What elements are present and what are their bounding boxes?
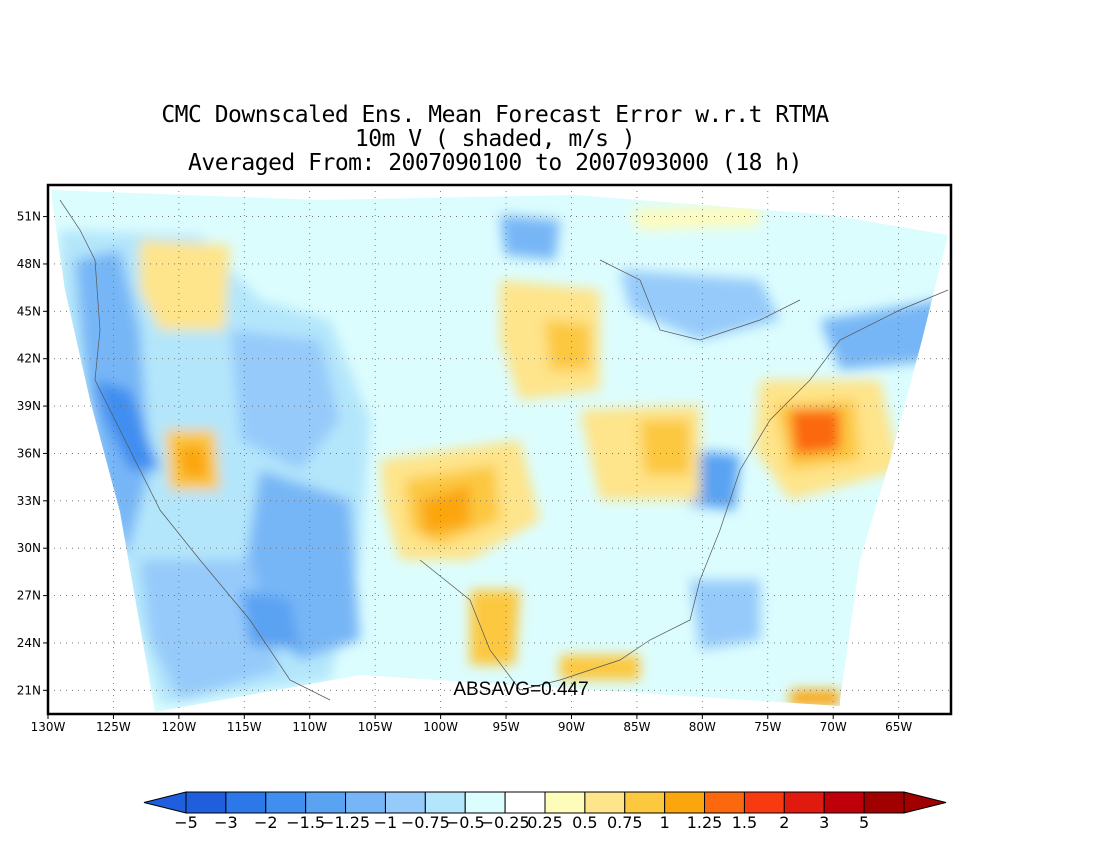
caribbean-positive [790,690,840,706]
colorbar-cell [464,791,506,814]
lat-tick-label: 33N [17,494,41,508]
colorbar-label: −1 [374,813,398,832]
lon-tick-label: 70W [820,720,847,734]
lat-tick-label: 42N [17,352,41,366]
hudson-positive [630,205,760,230]
colorbar-cell [185,791,227,814]
lon-tick-label: 100W [423,720,458,734]
lat-tick-label: 51N [17,210,41,224]
colorbar-label: 0.25 [527,813,563,832]
lat-tick-label: 45N [17,304,41,318]
chart-subtitle-variable: 10m V ( shaded, m/s ) [354,126,636,152]
colorbar-label: 2 [779,813,789,832]
lat-tick-label: 21N [17,683,41,697]
lat-tick-label: 30N [17,541,41,555]
colorbar-label: −1.5 [286,813,325,832]
lon-tick-label: 75W [754,720,781,734]
great-lakes-outline [599,259,801,341]
yucatan-positive [560,655,640,680]
lat-tick-label: 27N [17,589,41,603]
colorbar-cell [783,791,825,814]
lon-tick-label: 85W [623,720,650,734]
colorbar-cell [544,791,586,814]
lon-tick-label: 110W [292,720,327,734]
lon-tick-label: 90W [558,720,585,734]
map-frame [46,183,953,716]
california-coast-negative [95,380,160,470]
colorbar-cell [345,791,386,814]
ohio-valley-positive-core [640,420,690,475]
colorbar-cell [384,791,426,814]
colorbar-label: 1 [660,813,670,832]
colorbar-cell [664,791,706,814]
colorbar-cell [704,791,745,814]
colorbar-cell [584,791,626,814]
colorbar-cell [424,791,466,814]
colorbar-label: −3 [214,813,238,832]
great-basin-negative [230,330,340,470]
colorbar-label: −0.5 [446,813,485,832]
lat-tick-label: 48N [17,257,41,271]
canada-negative [500,215,560,260]
sierra-positive-core [178,445,208,478]
great-lakes-negative [620,270,780,340]
colorbar-label: 0.75 [607,813,643,832]
colorbar: −5 −3 −2 −1.5−1.25 −1 −0.75−0.5−0.250.25 0.5 0.… [143,791,947,832]
coastlines [59,199,949,701]
lat-tick-label: 39N [17,399,41,413]
upper-midwest-positive-core [545,320,590,370]
colorbar-label: 1.5 [732,813,757,832]
colorbar-cell [225,791,267,814]
colorbar-cell [823,791,865,814]
southeast-coast-negative [690,450,740,510]
shaded-field [52,190,948,712]
colorbar-label: 0.5 [572,813,597,832]
colorbar-label: −1.25 [321,813,370,832]
atlantic-positive-core [790,410,840,455]
longitude-tick-labels: 130W 125W 120W 115W 110W 105W 100W 95W 90W 85W 80W… [31,714,912,734]
lon-tick-label: 105W [358,720,393,734]
colorbar-label: 3 [819,813,829,832]
colorbar-label: −2 [254,813,278,832]
lon-tick-label: 95W [492,720,519,734]
new-england-negative [820,300,945,370]
bahamas-negative [690,580,760,650]
gulf-positive [470,590,520,665]
colorbar-cell [305,791,347,814]
colorbar-over-arrow [903,791,947,814]
colorbar-cell [504,791,546,814]
colorbar-label: 5 [859,813,869,832]
absavg-annotation: ABSAVG=0.447 [453,679,588,700]
latitude-tick-labels: 51N 48N 45N 42N 39N 36N 33N 30N 27N 24N 21N [17,210,48,697]
southern-plains-positive-core [420,485,470,535]
colorbar-cell [624,791,666,814]
sonora-negative [240,590,300,650]
colorbar-label: −0.25 [481,813,530,832]
pacific-coastline [59,199,331,701]
colorbar-under-arrow [143,791,187,814]
northern-rockies-positive [140,240,230,330]
lon-tick-label: 130W [31,720,66,734]
chart-title: CMC Downscaled Ens. Mean Forecast Error … [161,102,829,128]
lon-tick-label: 80W [689,720,716,734]
lat-lon-grid [48,185,951,714]
colorbar-cell [265,791,307,814]
colorbar-cell [743,791,785,814]
lon-tick-label: 125W [96,720,131,734]
lon-tick-label: 120W [161,720,196,734]
colorbar-label: 1.25 [687,813,723,832]
chart-subtitle-period: Averaged From: 2007090100 to 2007093000 … [188,150,802,176]
lat-tick-label: 36N [17,446,41,460]
lon-tick-label: 65W [885,720,912,734]
lat-tick-label: 24N [17,636,41,650]
lon-tick-label: 115W [227,720,262,734]
colorbar-label: −0.75 [401,813,450,832]
colorbar-cell [863,791,905,814]
colorbar-label: −5 [174,813,198,832]
gulf-atlantic-coastline [419,289,949,691]
